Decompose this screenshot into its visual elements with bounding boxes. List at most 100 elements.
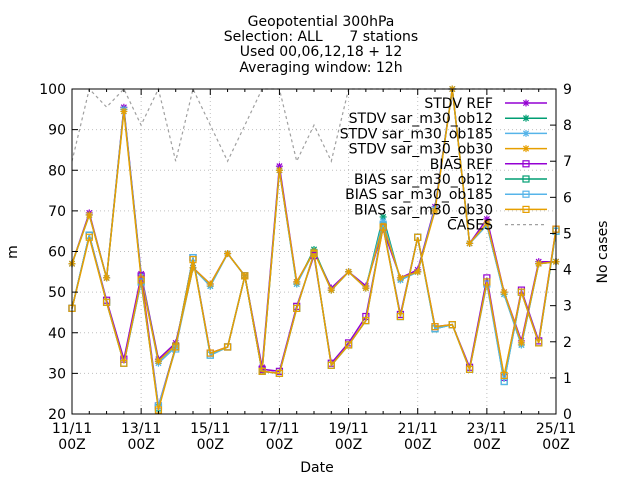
marker-stroke bbox=[120, 108, 127, 115]
y2-tick-label: 9 bbox=[563, 82, 572, 98]
data-point bbox=[275, 369, 284, 377]
marker-stroke bbox=[431, 207, 439, 214]
x-tick-label-date: 11/11 bbox=[52, 421, 92, 437]
marker-stroke bbox=[483, 220, 490, 227]
x-tick-label-time: 00Z bbox=[335, 437, 362, 453]
marker-stroke bbox=[293, 278, 300, 286]
x-tick-label-date: 25/11 bbox=[536, 421, 576, 437]
series-line bbox=[71, 226, 557, 411]
y2-tick-label: 6 bbox=[563, 190, 572, 206]
marker-stroke bbox=[224, 250, 231, 257]
data-point bbox=[85, 233, 93, 241]
marker-stroke bbox=[155, 358, 162, 365]
data-point bbox=[327, 361, 335, 369]
y-tick-label: 20 bbox=[48, 407, 66, 423]
data-point bbox=[500, 288, 508, 296]
data-point bbox=[522, 99, 530, 107]
legend-label: STDV sar_m30_ob185 bbox=[340, 126, 493, 142]
y2-tick-label: 7 bbox=[563, 154, 572, 170]
legend-entry: STDV sar_m30_ob185 bbox=[340, 126, 547, 142]
data-point bbox=[431, 323, 439, 331]
data-point bbox=[431, 207, 439, 215]
y2-tick-label: 2 bbox=[563, 335, 572, 351]
y-tick-label: 80 bbox=[48, 163, 66, 179]
y-tick-label: 60 bbox=[48, 245, 66, 261]
legend-label: STDV sar_m30_ob12 bbox=[349, 111, 493, 127]
x-tick-label-date: 13/11 bbox=[121, 421, 161, 437]
data-point bbox=[102, 298, 111, 306]
x-tick-label-date: 23/11 bbox=[467, 421, 507, 437]
y2-tick-label: 3 bbox=[563, 299, 572, 315]
y2-tick-label: 5 bbox=[563, 226, 572, 242]
data-point bbox=[466, 239, 474, 247]
legend-label: BIAS sar_m30_ob30 bbox=[354, 202, 493, 218]
data-point bbox=[327, 286, 335, 294]
legend-entry: STDV REF bbox=[424, 96, 547, 112]
y-axis-label: m bbox=[5, 245, 21, 259]
y2-tick-label: 8 bbox=[563, 118, 572, 134]
series-cases bbox=[71, 87, 556, 163]
data-point bbox=[206, 280, 214, 288]
x-tick-label-time: 00Z bbox=[542, 437, 569, 453]
data-point bbox=[414, 233, 422, 241]
data-point bbox=[535, 339, 543, 347]
x-tick-label-time: 00Z bbox=[197, 437, 224, 453]
legend-entry: STDV sar_m30_ob30 bbox=[349, 142, 547, 158]
y-tick-label: 40 bbox=[48, 326, 66, 342]
data-point bbox=[293, 278, 301, 286]
chart-title: Geopotential 300hPa Selection: ALL 7 sta… bbox=[224, 14, 418, 76]
marker-stroke bbox=[103, 274, 110, 281]
data-point bbox=[206, 349, 214, 357]
legend-label: STDV sar_m30_ob30 bbox=[349, 142, 493, 158]
axes: 2030405060708090100012345678911/1100Z13/… bbox=[39, 82, 576, 453]
marker-stroke bbox=[535, 260, 542, 267]
legend-label: STDV REF bbox=[424, 96, 493, 112]
marker-stroke bbox=[522, 115, 530, 122]
data-point bbox=[483, 278, 491, 286]
data-point bbox=[465, 365, 474, 373]
data-point bbox=[137, 276, 145, 284]
marker-stroke bbox=[414, 268, 421, 275]
marker-stroke bbox=[207, 280, 214, 288]
data-point bbox=[483, 219, 491, 227]
data-point bbox=[275, 166, 283, 174]
y2-tick-label: 4 bbox=[563, 263, 572, 279]
y-tick-label: 70 bbox=[48, 204, 66, 220]
x-tick-label-time: 00Z bbox=[127, 437, 154, 453]
x-tick-label-time: 00Z bbox=[473, 437, 500, 453]
x-tick-label-time: 00Z bbox=[266, 437, 293, 453]
data-point bbox=[103, 274, 111, 282]
marker-stroke bbox=[466, 240, 473, 247]
data-point bbox=[344, 341, 353, 349]
legend-entry: BIAS sar_m30_ob185 bbox=[345, 187, 547, 203]
plot-series bbox=[68, 85, 560, 414]
y-tick-label: 100 bbox=[39, 82, 66, 98]
data-point bbox=[310, 249, 318, 258]
legend-label: CASES bbox=[447, 218, 493, 234]
data-point bbox=[362, 316, 370, 325]
y-tick-label: 30 bbox=[48, 366, 66, 382]
marker-stroke bbox=[276, 167, 283, 174]
data-point bbox=[448, 321, 456, 329]
y2-tick-label: 0 bbox=[563, 407, 572, 423]
legend-entry: BIAS REF bbox=[430, 157, 547, 173]
title-line-4: Averaging window: 12h bbox=[239, 60, 402, 76]
data-point bbox=[522, 129, 530, 137]
data-point bbox=[293, 304, 301, 312]
x-tick-label-date: 17/11 bbox=[259, 421, 299, 437]
marker-stroke bbox=[328, 287, 335, 294]
data-point bbox=[522, 114, 530, 122]
data-point bbox=[345, 268, 353, 276]
data-point bbox=[241, 272, 249, 280]
data-point bbox=[120, 359, 128, 367]
data-point bbox=[522, 205, 530, 213]
title-line-1: Geopotential 300hPa bbox=[248, 14, 395, 30]
y-tick-label: 50 bbox=[48, 285, 66, 301]
legend-label: BIAS sar_m30_ob12 bbox=[354, 172, 493, 188]
marker-stroke bbox=[522, 145, 530, 152]
x-tick-label-time: 00Z bbox=[404, 437, 431, 453]
data-point bbox=[154, 357, 162, 365]
